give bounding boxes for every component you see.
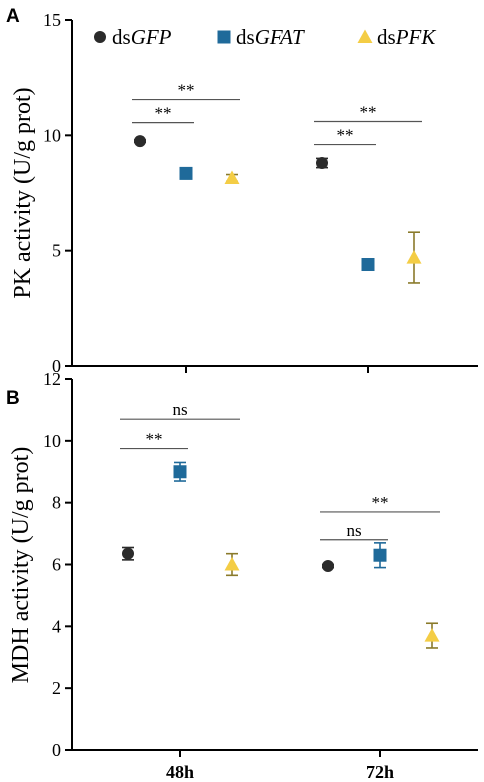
y-tick-label: 6: [52, 555, 61, 575]
y-axis-label: MDH activity (U/g prot): [8, 447, 34, 684]
y-tick-label: 0: [52, 740, 61, 760]
data-point-dsPFK-48h: [224, 557, 240, 571]
data-point-dsGFAT-72h: [361, 258, 375, 272]
y-tick-label: 8: [52, 493, 61, 513]
legend: dsGFP dsGFAT dsPFK: [94, 25, 436, 49]
data-point-dsGFP-72h: [316, 157, 328, 170]
significance-label: **: [178, 81, 195, 100]
data-point-dsGFP-48h: [134, 135, 146, 148]
y-tick-label: 5: [52, 241, 61, 261]
significance-label: **: [360, 102, 377, 121]
y-tick-label: 0: [52, 356, 61, 376]
legend-pfk-marker: [357, 29, 373, 43]
panel-b-mdh-activity-chart: B 0 2 4 6 8 10 12 48h 72h MDH activity (U/g prot) *…: [6, 369, 478, 782]
data-point-dsPFK-48h: [224, 170, 240, 185]
x-tick-label-48h: 48h: [166, 762, 194, 782]
legend-gfat-marker: [217, 30, 231, 44]
legend-pfk-label: dsPFK: [377, 25, 436, 49]
data-point-dsGFAT-48h: [179, 166, 193, 180]
legend-gfp-label: dsGFP: [112, 25, 172, 49]
x-tick-label-72h: 72h: [366, 762, 394, 782]
y-tick-label: 10: [43, 431, 61, 451]
y-tick-label: 12: [43, 369, 61, 389]
legend-gfp-marker: [94, 31, 106, 43]
data-point-dsGFP-72h: [322, 560, 334, 573]
y-tick-label: 10: [43, 125, 61, 145]
data-point-dsGFAT-72h: [373, 548, 387, 562]
y-tick-label: 4: [52, 616, 61, 636]
panel-a-pk-activity-chart: A 0 5 10 15 PK activity (U/g prot) ** ** ** **: [6, 6, 478, 376]
significance-label: ns: [172, 400, 187, 419]
significance-label: **: [337, 126, 354, 145]
panel-label: A: [6, 6, 20, 27]
significance-label: ns: [346, 521, 361, 540]
panel-label: B: [6, 388, 20, 409]
data-point-dsPFK-72h: [424, 628, 440, 642]
data-point-dsGFAT-48h: [173, 465, 187, 479]
significance-label: **: [155, 104, 172, 123]
data-point-dsPFK-72h: [406, 250, 422, 264]
y-tick-label: 2: [52, 678, 61, 698]
significance-label: **: [372, 493, 389, 512]
legend-gfat-label: dsGFAT: [236, 25, 305, 49]
data-point-dsGFP-48h: [122, 547, 134, 560]
y-axis-label: PK activity (U/g prot): [10, 87, 36, 298]
y-tick-label: 15: [43, 10, 61, 30]
significance-label: **: [146, 430, 163, 449]
